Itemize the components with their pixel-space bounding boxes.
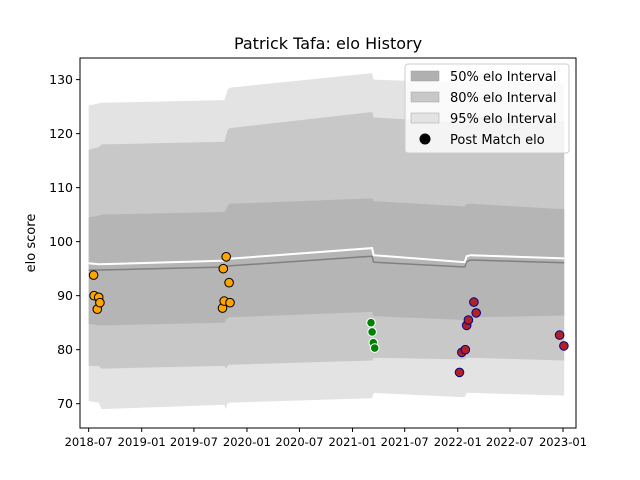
mean-elo-line: [88, 247, 565, 266]
x-tick-label-6: 2021-07: [381, 435, 429, 449]
match-point-2-7: [554, 330, 565, 340]
x-tick-label-2: 2019-07: [170, 435, 218, 449]
axis-ticks: 2018-07 2019-01 2019-07 2020-01 2020-07 2021-…: [49, 72, 587, 449]
legend-swatch-1: [410, 91, 440, 103]
legend: 50% elo Interval 80% elo Interval 95% elo …: [404, 63, 570, 154]
y-tick-label-3: 100: [49, 234, 73, 249]
x-tick-label-1: 2019-01: [118, 435, 166, 449]
x-tick-label-3: 2020-01: [223, 435, 271, 449]
legend-frame: [404, 63, 570, 154]
x-tick-label-8: 2022-07: [486, 435, 534, 449]
match-point-1-0: [366, 317, 376, 328]
x-tick-label-4: 2020-07: [275, 435, 323, 449]
y-tick-label-0: 70: [57, 396, 73, 411]
legend-label-3: Post Match elo: [450, 133, 545, 148]
legend-swatch-0: [410, 70, 440, 82]
x-tick-label-9: 2023-01: [539, 435, 587, 449]
match-point-0-8: [221, 251, 231, 262]
y-axis-label: elo score: [24, 214, 39, 273]
match-point-2-2: [460, 344, 471, 355]
y-tick-label-6: 130: [49, 72, 73, 87]
x-tick-label-5: 2021-01: [328, 435, 376, 449]
y-tick-label-5: 120: [49, 126, 73, 141]
legend-label-0: 50% elo Interval: [450, 70, 557, 85]
match-point-2-6: [471, 308, 482, 318]
interval-band-2: [88, 198, 565, 326]
x-tick-label-7: 2022-01: [434, 435, 482, 449]
match-point-2-5: [469, 297, 479, 307]
legend-label-2: 95% elo Interval: [450, 112, 557, 127]
legend-marker-3: [419, 133, 431, 145]
match-point-1-3: [369, 343, 380, 353]
match-point-2-8: [559, 341, 569, 351]
axes-frame: [79, 57, 577, 429]
match-point-2-0: [454, 367, 465, 378]
legend-swatch-2: [410, 112, 440, 124]
match-point-0-6: [218, 263, 229, 274]
match-point-0-0: [88, 270, 99, 280]
plot-area: [88, 73, 569, 410]
legend-label-1: 80% elo Interval: [450, 91, 557, 106]
y-tick-label-1: 80: [57, 342, 73, 357]
match-point-0-4: [95, 297, 105, 308]
x-tick-label-0: 2018-07: [65, 435, 113, 449]
y-tick-label-4: 110: [49, 180, 73, 195]
match-point-0-10: [225, 297, 235, 308]
chart-title: Patrick Tafa: elo History: [234, 34, 422, 53]
y-tick-label-2: 90: [57, 288, 73, 303]
match-point-2-4: [463, 315, 474, 325]
match-point-0-9: [224, 277, 234, 288]
match-point-1-1: [367, 327, 377, 337]
